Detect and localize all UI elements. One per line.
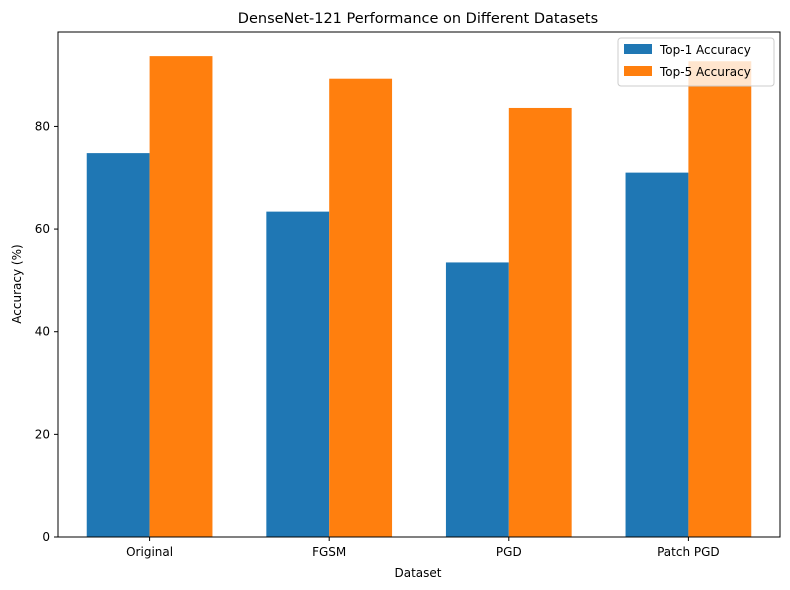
x-tick-label: PGD [496,545,522,559]
bar-top1-pgd [445,262,509,537]
y-tick-label: 60 [35,222,50,236]
bar-top1-original [86,153,150,537]
legend: Top-1 Accuracy Top-5 Accuracy [617,37,775,87]
bar-top5-original [149,56,213,537]
legend-label-top1: Top-1 Accuracy [659,43,751,57]
legend-swatch-top1 [624,44,652,54]
y-tick-label: 80 [35,119,50,133]
x-axis: Original FGSM PGD Patch PGD [126,537,720,559]
y-axis-title: Accuracy (%) [10,244,24,323]
bars-group [86,56,752,538]
x-tick-label: Original [126,545,173,559]
x-axis-title: Dataset [395,566,442,580]
legend-label-top5: Top-5 Accuracy [659,65,751,79]
x-tick-label: FGSM [312,545,346,559]
bar-top1-fgsm [266,211,330,538]
chart-title: DenseNet-121 Performance on Different Da… [238,11,598,27]
x-tick-label: Patch PGD [657,545,720,559]
bar-top1-patch-pgd [625,172,689,537]
y-axis: 0 20 40 60 80 [35,119,58,544]
bar-top5-patch-pgd [688,61,752,537]
y-tick-label: 40 [35,325,50,339]
bar-top5-pgd [508,107,572,537]
legend-swatch-top5 [624,66,652,76]
plot-frame [57,31,781,538]
bar-top5-fgsm [329,78,393,537]
y-tick-label: 0 [42,530,50,544]
y-tick-label: 20 [35,427,50,441]
legend-frame [617,37,775,87]
